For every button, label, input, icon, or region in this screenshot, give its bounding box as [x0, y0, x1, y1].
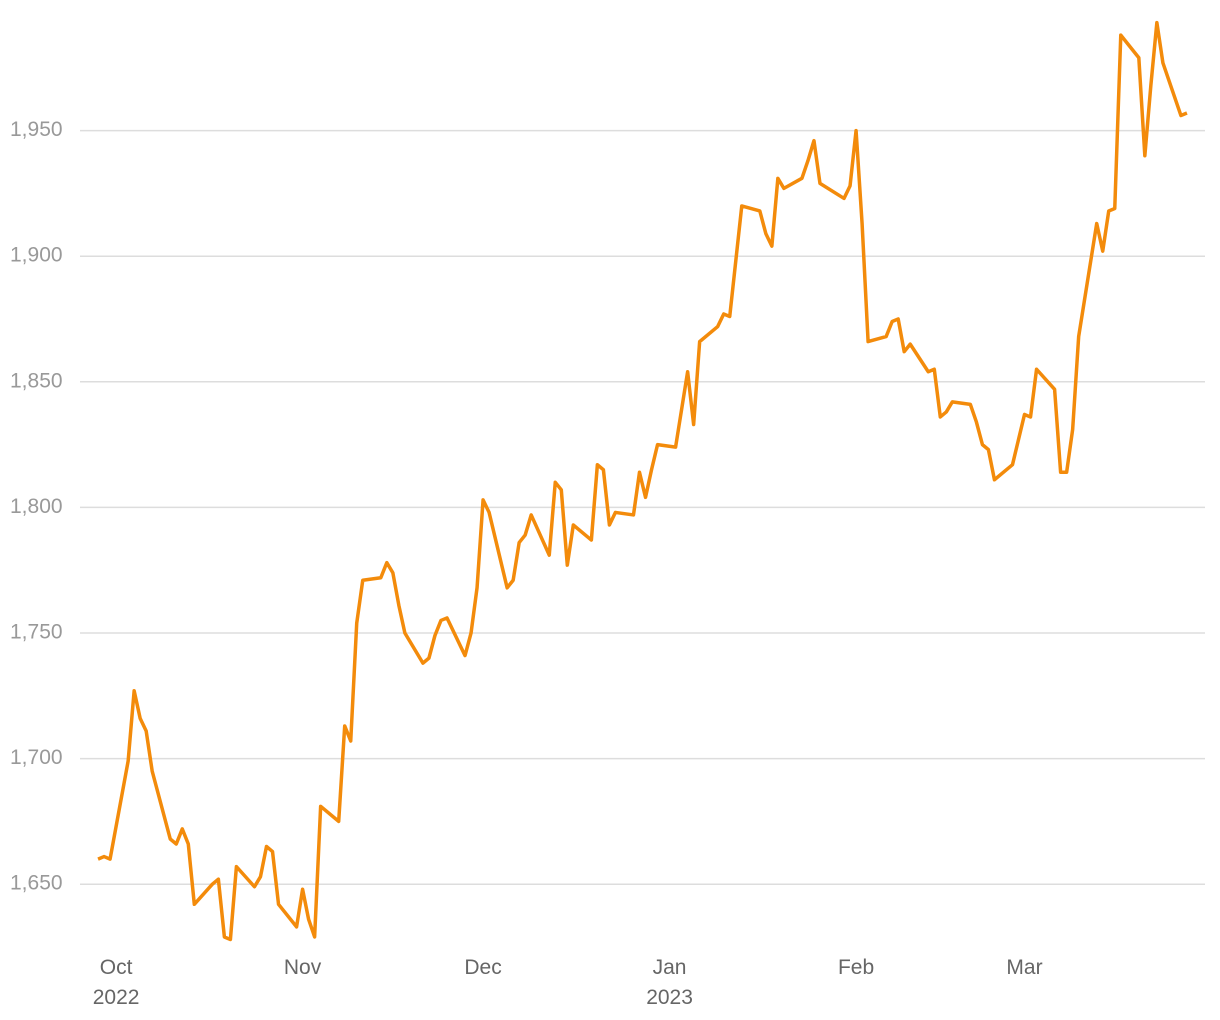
x-tick-label: Mar	[1006, 956, 1043, 979]
x-tick-label: Jan 2023	[646, 956, 693, 1009]
x-tick-label: Dec	[464, 956, 502, 979]
y-tick-label: 1,800	[10, 495, 63, 518]
y-tick-label: 1,900	[10, 244, 63, 267]
y-tick-label: 1,650	[10, 872, 63, 895]
y-tick-label: 1,700	[10, 746, 63, 769]
line	[97, 20, 1188, 942]
x-tick-label: Oct 2022	[92, 956, 140, 1009]
y-tick-label: 1,950	[10, 118, 63, 141]
y-tick-label: 1,850	[10, 369, 63, 392]
x-tick-label: Feb	[837, 956, 875, 979]
x-tick-label: Nov	[283, 956, 322, 979]
y-tick-label: 1,750	[10, 621, 63, 644]
